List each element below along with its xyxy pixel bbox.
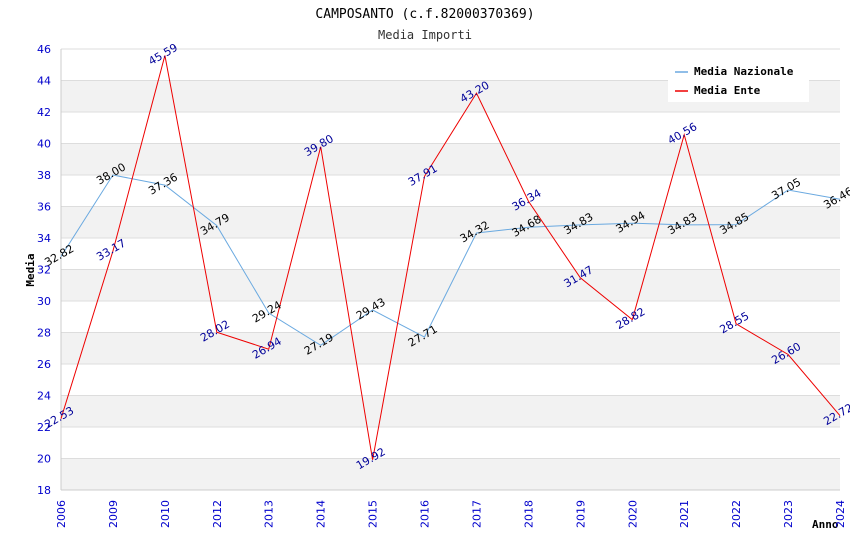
x-tick-labels: 2006 2009 2010 2012 2013 2014 2015 2016 2017 2018… (55, 500, 847, 528)
x-tick-label: 2006 (55, 500, 68, 528)
y-axis-label: Media (24, 253, 37, 286)
data-label-media-nazionale: 29.24 (250, 298, 284, 325)
x-tick-label: 2018 (522, 500, 535, 528)
plot-band (61, 206, 840, 238)
x-tick-label: 2022 (730, 500, 743, 528)
series-line-media-nazionale (60, 174, 841, 346)
y-tick-label: 26 (37, 358, 51, 371)
plot-band (61, 143, 840, 175)
y-tick-label: 22 (37, 421, 51, 434)
x-tick-label: 2013 (263, 500, 276, 528)
x-tick-label: 2023 (782, 500, 795, 528)
y-tick-label: 32 (37, 264, 51, 277)
y-tick-label: 28 (37, 327, 51, 340)
y-tick-label: 38 (37, 169, 51, 182)
y-tick-label: 30 (37, 295, 51, 308)
chart-subtitle: Media Importi (378, 28, 472, 42)
x-tick-label: 2019 (574, 500, 587, 528)
x-tick-label: 2015 (367, 500, 380, 528)
x-axis-label: Anno (812, 518, 839, 531)
legend-label-media-nazionale: Media Nazionale (694, 65, 794, 78)
x-tick-label: 2021 (678, 500, 691, 528)
x-tick-label: 2020 (626, 500, 639, 528)
y-tick-label: 44 (37, 75, 51, 88)
series-lines (60, 55, 841, 460)
data-label-media-ente: 33.17 (94, 237, 128, 264)
y-tick-label: 46 (37, 43, 51, 56)
x-tick-label: 2012 (211, 500, 224, 528)
y-tick-label: 24 (37, 390, 51, 403)
x-tick-label: 2017 (470, 500, 483, 528)
y-tick-label: 36 (37, 201, 51, 214)
plot-bands (61, 80, 840, 490)
y-tick-labels: 18 20 22 24 26 28 30 32 34 36 38 40 42 44 46 (37, 43, 51, 497)
series-line-media-ente (60, 55, 841, 460)
x-tick-label: 2014 (315, 500, 328, 528)
data-label-media-nazionale: 37.05 (769, 175, 803, 202)
plot-band (61, 395, 840, 427)
x-tick-label: 2016 (419, 500, 432, 528)
x-tick-label: 2010 (159, 500, 172, 528)
y-tick-label: 34 (37, 232, 51, 245)
data-label-media-nazionale: 32.82 (42, 242, 76, 269)
plot-band (61, 458, 840, 490)
grid-lines (60, 48, 840, 491)
legend-box (668, 60, 809, 102)
chart-title: CAMPOSANTO (c.f.82000370369) (315, 7, 534, 22)
x-tick-label: 2009 (107, 500, 120, 528)
legend-label-media-ente: Media Ente (694, 84, 761, 97)
y-tick-label: 18 (37, 484, 51, 497)
x-tick-label: 2024 (834, 500, 847, 528)
plot-band (61, 332, 840, 364)
y-tick-label: 40 (37, 138, 51, 151)
y-tick-label: 20 (37, 453, 51, 466)
y-tick-label: 42 (37, 106, 51, 119)
legend: Media Nazionale Media Ente (668, 60, 809, 102)
